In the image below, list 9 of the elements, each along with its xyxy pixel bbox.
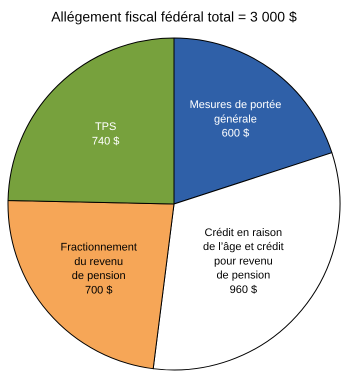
slice-label: Crédit en raison de l’âge et crédit pour revenu de pension [202,226,284,282]
data-label: 700 $ [84,284,112,296]
data-label: 740 $ [92,135,120,148]
data-label: 960 $ [230,284,258,296]
slice-label: Fractionnement du revenu de pension [60,242,137,282]
slice-label: TPS [94,121,116,134]
slice-label: Mesures de portée générale [190,99,282,126]
data-label: 600 $ [222,128,250,140]
chart-title: Allégement fiscal fédéral total = 3 000 $ [51,8,297,24]
